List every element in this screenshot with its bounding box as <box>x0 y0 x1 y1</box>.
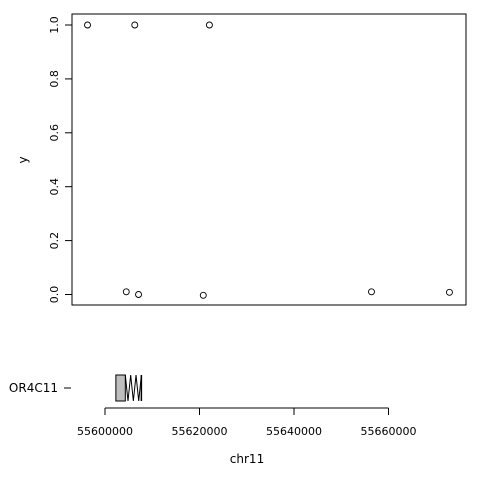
y-tick-label: 0.4 <box>48 178 61 196</box>
y-tick-label: 0.2 <box>48 232 61 250</box>
data-point <box>122 288 130 296</box>
y-axis: 0.0 0.2 0.4 0.6 0.8 1.0 <box>48 16 73 304</box>
data-point <box>199 291 207 299</box>
y-tick-label: 0.8 <box>48 70 61 88</box>
gene-exon <box>115 374 126 402</box>
data-point <box>135 291 142 298</box>
x-tick-label: 55620000 <box>172 425 228 438</box>
data-point <box>131 21 139 29</box>
y-axis-label: y <box>16 156 30 163</box>
gene-label: OR4C11 <box>9 381 58 395</box>
plot-frame <box>71 13 467 306</box>
scatter-panel: 0.0 0.2 0.4 0.6 0.8 1.0 y <box>16 13 467 306</box>
data-point <box>368 288 375 296</box>
gene-track-panel: OR4C11 55600000 55620000 55640000 55660000 … <box>9 374 417 466</box>
gene-model <box>115 374 143 402</box>
gene-intron-zigzag <box>124 374 142 402</box>
y-tick-label: 0.6 <box>48 124 61 142</box>
data-point <box>84 21 91 29</box>
x-tick-label: 55640000 <box>266 425 322 438</box>
x-tick-label: 55600000 <box>77 425 133 438</box>
y-tick-label: 1.0 <box>48 16 61 34</box>
y-tick-label: 0.0 <box>48 286 61 304</box>
scatter-points <box>84 21 453 299</box>
x-axis: 55600000 55620000 55640000 55660000 <box>77 407 417 438</box>
x-tick-label: 55660000 <box>361 425 417 438</box>
x-axis-label: chr11 <box>230 452 264 466</box>
data-point <box>205 21 213 29</box>
data-point <box>446 288 453 296</box>
